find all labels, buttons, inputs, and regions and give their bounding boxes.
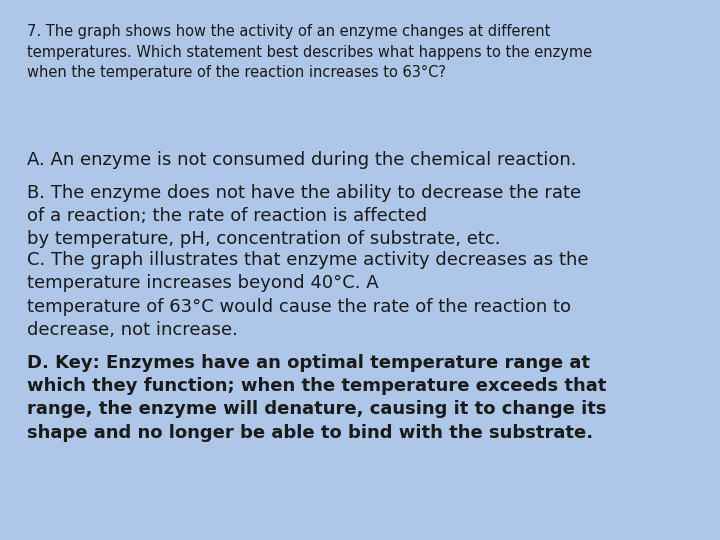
Text: B. The enzyme does not have the ability to decrease the rate
of a reaction; the : B. The enzyme does not have the ability … bbox=[27, 184, 582, 248]
Text: A. An enzyme is not consumed during the chemical reaction.: A. An enzyme is not consumed during the … bbox=[27, 151, 577, 169]
Text: D. Key: Enzymes have an optimal temperature range at
which they function; when t: D. Key: Enzymes have an optimal temperat… bbox=[27, 354, 607, 442]
Text: 7. The graph shows how the activity of an enzyme changes at different
temperatur: 7. The graph shows how the activity of a… bbox=[27, 24, 593, 80]
Text: C. The graph illustrates that enzyme activity decreases as the
temperature incre: C. The graph illustrates that enzyme act… bbox=[27, 251, 589, 339]
